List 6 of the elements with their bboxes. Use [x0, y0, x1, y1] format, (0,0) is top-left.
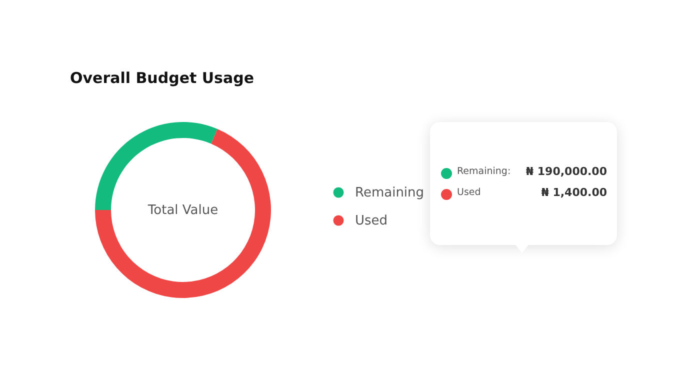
legend-label: Remaining: [355, 186, 424, 200]
text: Total Value: [146, 203, 218, 218]
chart-title: Overall Budget Usage: [70, 69, 254, 87]
tooltip-card: Remaining: ₦ 190,000.00 Used ₦ 1,400.00: [430, 122, 617, 245]
donut-slice: [95, 129, 271, 298]
legend-label: Used: [355, 214, 388, 228]
